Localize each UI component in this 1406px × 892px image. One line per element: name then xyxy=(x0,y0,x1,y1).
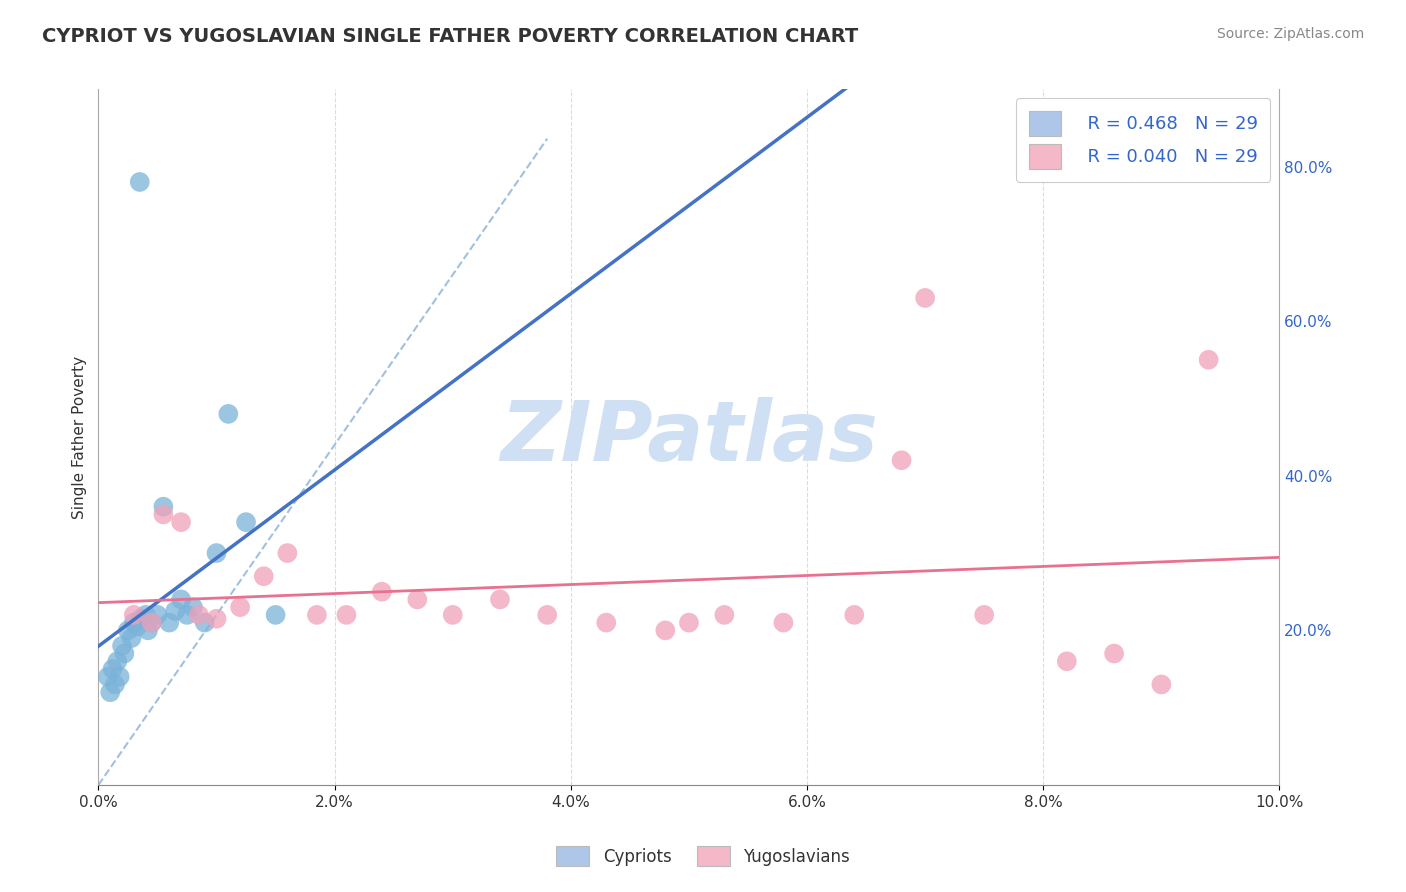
Point xyxy=(335,607,357,622)
Point xyxy=(264,607,287,622)
Legend: Cypriots, Yugoslavians: Cypriots, Yugoslavians xyxy=(548,838,858,875)
Point xyxy=(1056,654,1078,668)
Point xyxy=(136,624,159,638)
Point xyxy=(1198,352,1220,367)
Point xyxy=(406,592,429,607)
Point xyxy=(101,662,124,676)
Point xyxy=(128,175,150,189)
Point xyxy=(127,619,149,633)
Point xyxy=(187,607,209,622)
Point xyxy=(112,647,135,661)
Point xyxy=(121,631,143,645)
Point xyxy=(713,607,735,622)
Legend:   R = 0.468   N = 29,   R = 0.040   N = 29: R = 0.468 N = 29, R = 0.040 N = 29 xyxy=(1017,98,1271,182)
Point xyxy=(111,639,134,653)
Point xyxy=(170,592,193,607)
Point xyxy=(217,407,239,421)
Point xyxy=(1102,647,1125,661)
Point xyxy=(772,615,794,630)
Y-axis label: Single Father Poverty: Single Father Poverty xyxy=(72,356,87,518)
Point xyxy=(890,453,912,467)
Point xyxy=(146,607,169,622)
Point xyxy=(176,607,198,622)
Point xyxy=(170,515,193,529)
Point xyxy=(595,615,617,630)
Point xyxy=(129,612,152,626)
Point xyxy=(229,600,252,615)
Point xyxy=(152,508,174,522)
Point xyxy=(844,607,866,622)
Point xyxy=(305,607,328,622)
Point xyxy=(194,615,217,630)
Point xyxy=(141,615,163,630)
Point xyxy=(98,685,121,699)
Point xyxy=(253,569,276,583)
Point xyxy=(536,607,558,622)
Point xyxy=(205,546,228,560)
Point xyxy=(441,607,464,622)
Point xyxy=(276,546,298,560)
Point xyxy=(141,615,163,630)
Point xyxy=(1150,677,1173,691)
Point xyxy=(914,291,936,305)
Point xyxy=(152,500,174,514)
Point xyxy=(678,615,700,630)
Point xyxy=(371,584,394,599)
Point xyxy=(235,515,257,529)
Point xyxy=(165,604,187,618)
Text: ZIPatlas: ZIPatlas xyxy=(501,397,877,477)
Point xyxy=(973,607,995,622)
Point xyxy=(108,670,131,684)
Point xyxy=(205,612,228,626)
Point xyxy=(97,670,120,684)
Point xyxy=(654,624,676,638)
Point xyxy=(122,607,145,622)
Point xyxy=(104,677,127,691)
Point xyxy=(105,654,128,668)
Point xyxy=(135,607,157,622)
Point xyxy=(122,615,145,630)
Point xyxy=(181,600,204,615)
Point xyxy=(157,615,180,630)
Text: CYPRIOT VS YUGOSLAVIAN SINGLE FATHER POVERTY CORRELATION CHART: CYPRIOT VS YUGOSLAVIAN SINGLE FATHER POV… xyxy=(42,27,859,45)
Point xyxy=(489,592,512,607)
Point xyxy=(117,624,139,638)
Text: Source: ZipAtlas.com: Source: ZipAtlas.com xyxy=(1216,27,1364,41)
